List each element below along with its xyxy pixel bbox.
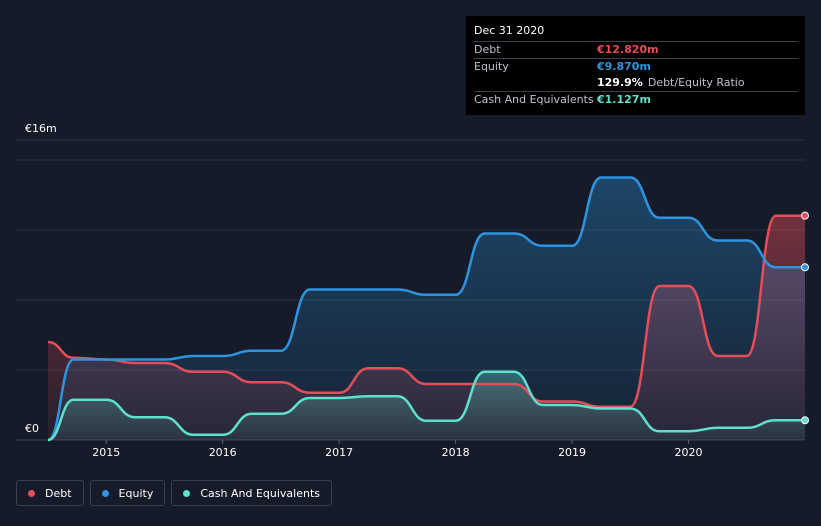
legend-cash-label: Cash And Equivalents xyxy=(200,486,320,500)
cash-dot-icon xyxy=(183,489,191,497)
tooltip-ratio-row: 129.9% Debt/Equity Ratio xyxy=(474,75,798,91)
tooltip-panel: Dec 31 2020 Debt €12.820m Equity €9.870m… xyxy=(466,16,805,115)
equity-end-marker xyxy=(801,263,809,272)
legend-debt-label: Debt xyxy=(45,486,72,500)
tooltip-ratio-label: Debt/Equity Ratio xyxy=(647,76,745,89)
tooltip-equity-value: €9.870m xyxy=(597,60,651,73)
equity-dot-icon xyxy=(101,489,109,497)
equity-line xyxy=(47,176,806,442)
x-tick-label: 2016 xyxy=(208,446,237,459)
tooltip-date: Dec 31 2020 xyxy=(474,24,545,37)
debt-line xyxy=(47,214,805,409)
cash-end-marker xyxy=(801,416,809,425)
legend-equity-label: Equity xyxy=(118,486,154,500)
x-tick-label: 2017 xyxy=(325,446,354,459)
debt-end-marker xyxy=(801,211,809,220)
cash-area xyxy=(48,371,805,440)
tooltip-cash-row: Cash And Equivalents €1.127m xyxy=(474,91,798,108)
x-tick-label: 2019 xyxy=(558,446,587,459)
x-tick-label: 2020 xyxy=(674,446,703,459)
debt-dot-icon xyxy=(28,489,35,497)
tooltip-equity-label: Equity xyxy=(474,60,509,73)
tooltip-ratio-value: 129.9% xyxy=(597,76,643,89)
x-tick-label: 2015 xyxy=(92,446,121,459)
legend-item-debt[interactable]: Debt xyxy=(16,480,84,506)
y-axis-max-label: €16m xyxy=(25,122,57,135)
cash-line xyxy=(47,370,805,442)
legend: Debt Equity Cash And Equivalents xyxy=(16,480,332,506)
tooltip-debt-value: €12.820m xyxy=(597,43,659,56)
tooltip-cash-label: Cash And Equivalents xyxy=(474,93,594,106)
equity-area xyxy=(48,177,805,440)
x-tick-label: 2018 xyxy=(441,446,470,459)
legend-item-equity[interactable]: Equity xyxy=(89,480,166,506)
y-axis-min-label: €0 xyxy=(25,422,39,435)
tooltip-debt-row: Debt €12.820m xyxy=(474,41,798,58)
tooltip-debt-label: Debt xyxy=(474,43,501,56)
tooltip-cash-value: €1.127m xyxy=(597,93,651,106)
legend-item-cash[interactable]: Cash And Equivalents xyxy=(171,480,332,506)
tooltip-equity-row: Equity €9.870m xyxy=(474,58,798,75)
